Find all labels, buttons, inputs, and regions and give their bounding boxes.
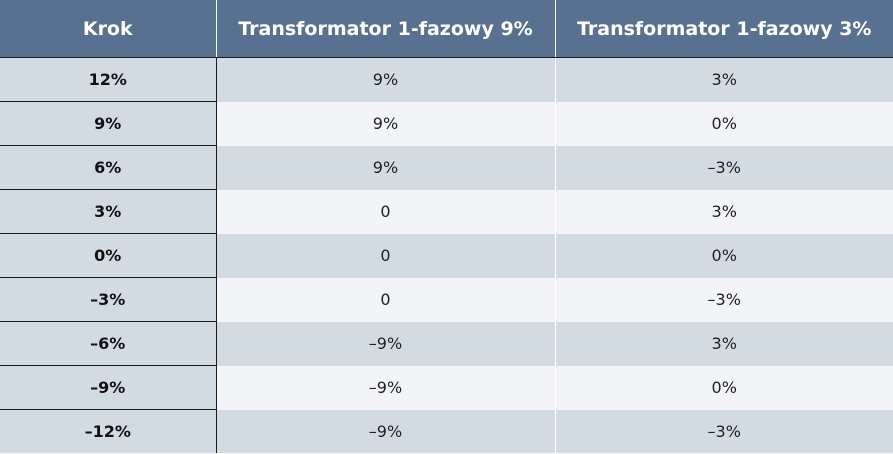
header-row: Krok Transformator 1-fazowy 9% Transform… xyxy=(0,0,893,58)
table-row: 3% 0 3% xyxy=(0,189,893,234)
step-cell: –6% xyxy=(0,321,217,366)
step-cell: 0% xyxy=(0,233,217,278)
transformer-9-cell: –9% xyxy=(216,321,555,366)
table-body: 12% 9% 3% 9% 9% 0% 6% 9% –3% 3% 0 3% 0% … xyxy=(0,57,893,453)
step-cell: 9% xyxy=(0,101,217,146)
step-cell: –12% xyxy=(0,409,217,453)
step-cell: –3% xyxy=(0,277,217,322)
table-row: 9% 9% 0% xyxy=(0,101,893,146)
transformer-9-cell: 0 xyxy=(216,189,555,234)
transformer-3-cell: –3% xyxy=(554,277,893,322)
table-row: –9% –9% 0% xyxy=(0,365,893,410)
step-cell: 12% xyxy=(0,57,217,102)
transformer-9-cell: –9% xyxy=(216,409,555,453)
step-cell: –9% xyxy=(0,365,217,410)
transformer-3-cell: 3% xyxy=(554,189,893,234)
step-cell: 6% xyxy=(0,145,217,190)
table-row: 0% 0 0% xyxy=(0,233,893,278)
transformer-9-cell: –9% xyxy=(216,365,555,410)
table-row: 12% 9% 3% xyxy=(0,57,893,102)
transformer-9-cell: 0 xyxy=(216,233,555,278)
transformer-3-cell: –3% xyxy=(554,145,893,190)
transformer-3-cell: 0% xyxy=(554,365,893,410)
table-header: Krok Transformator 1-fazowy 9% Transform… xyxy=(0,0,893,58)
transformer-9-cell: 9% xyxy=(216,145,555,190)
transformer-9-cell: 9% xyxy=(216,101,555,146)
header-transformer-9: Transformator 1-fazowy 9% xyxy=(216,0,556,58)
header-transformer-3: Transformator 1-fazowy 3% xyxy=(555,0,893,58)
transformer-3-cell: 3% xyxy=(554,57,893,102)
transformer-3-cell: 3% xyxy=(554,321,893,366)
step-cell: 3% xyxy=(0,189,217,234)
transformer-3-cell: –3% xyxy=(554,409,893,453)
transformer-9-cell: 9% xyxy=(216,57,555,102)
table-row: –3% 0 –3% xyxy=(0,277,893,322)
header-step: Krok xyxy=(0,0,217,58)
transformer-3-cell: 0% xyxy=(554,101,893,146)
transformer-9-cell: 0 xyxy=(216,277,555,322)
transformer-3-cell: 0% xyxy=(554,233,893,278)
table-row: –12% –9% –3% xyxy=(0,409,893,453)
table-row: 6% 9% –3% xyxy=(0,145,893,190)
table-row: –6% –9% 3% xyxy=(0,321,893,366)
